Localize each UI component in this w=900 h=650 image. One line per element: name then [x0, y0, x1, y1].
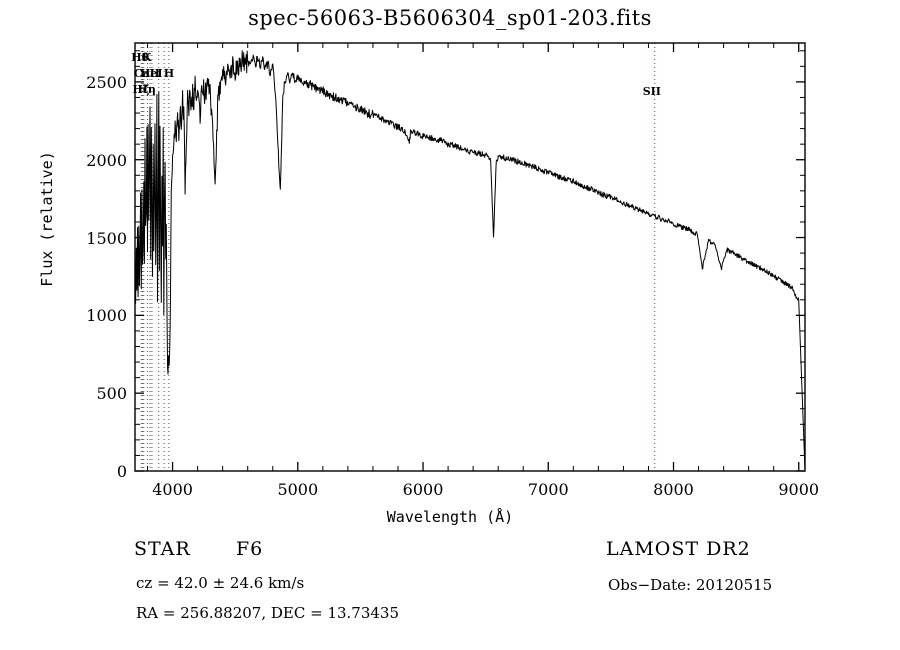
- x-tick-label-9000: 9000: [778, 480, 820, 499]
- x-tick-label-7000: 7000: [527, 480, 569, 499]
- y-tick-label-2500: 2500: [86, 72, 127, 92]
- spectral-class-label: F6: [236, 538, 264, 560]
- plot-frame: [134, 42, 806, 472]
- y-tick-label-0: 0: [116, 462, 127, 481]
- x-tick-label-8000: 8000: [653, 480, 694, 499]
- spectral-line-label-CaII H: CaII H: [133, 67, 175, 80]
- y-tick-label-1000: 1000: [86, 306, 127, 326]
- spectral-line-label-SII: SII: [642, 85, 661, 98]
- x-tick-label-4000: 4000: [152, 480, 193, 499]
- obs-date-label: Obs−Date: 20120515: [608, 576, 773, 594]
- y-axis-label: Flux (relative): [38, 151, 56, 287]
- object-type-label: STAR: [134, 538, 191, 560]
- survey-label: LAMOST DR2: [606, 538, 751, 560]
- y-tick-label-2000: 2000: [86, 150, 127, 170]
- redshift-velocity-label: cz = 42.0 ± 24.6 km/s: [136, 574, 305, 592]
- spectral-line-label-K: K: [141, 51, 152, 64]
- y-tick-label-1500: 1500: [86, 228, 127, 248]
- spectral-line-label-Hθ: Hθ: [131, 51, 149, 64]
- x-tick-label-6000: 6000: [402, 480, 444, 499]
- spectrum-trace: [134, 50, 806, 472]
- page-title: spec-56063-B5606304_sp01-203.fits: [248, 6, 652, 30]
- spectral-line-label-Hζ: Hζ: [132, 83, 150, 96]
- coordinates-label: RA = 256.88207, DEC = 13.73435: [136, 604, 400, 622]
- x-axis-label: Wavelength (Å): [386, 508, 514, 526]
- y-tick-label-500: 500: [96, 384, 127, 404]
- spectral-line-label-Hη: Hη: [137, 83, 156, 96]
- spectral-line-label-HeI: HeI: [140, 67, 163, 80]
- x-tick-label-5000: 5000: [277, 480, 319, 499]
